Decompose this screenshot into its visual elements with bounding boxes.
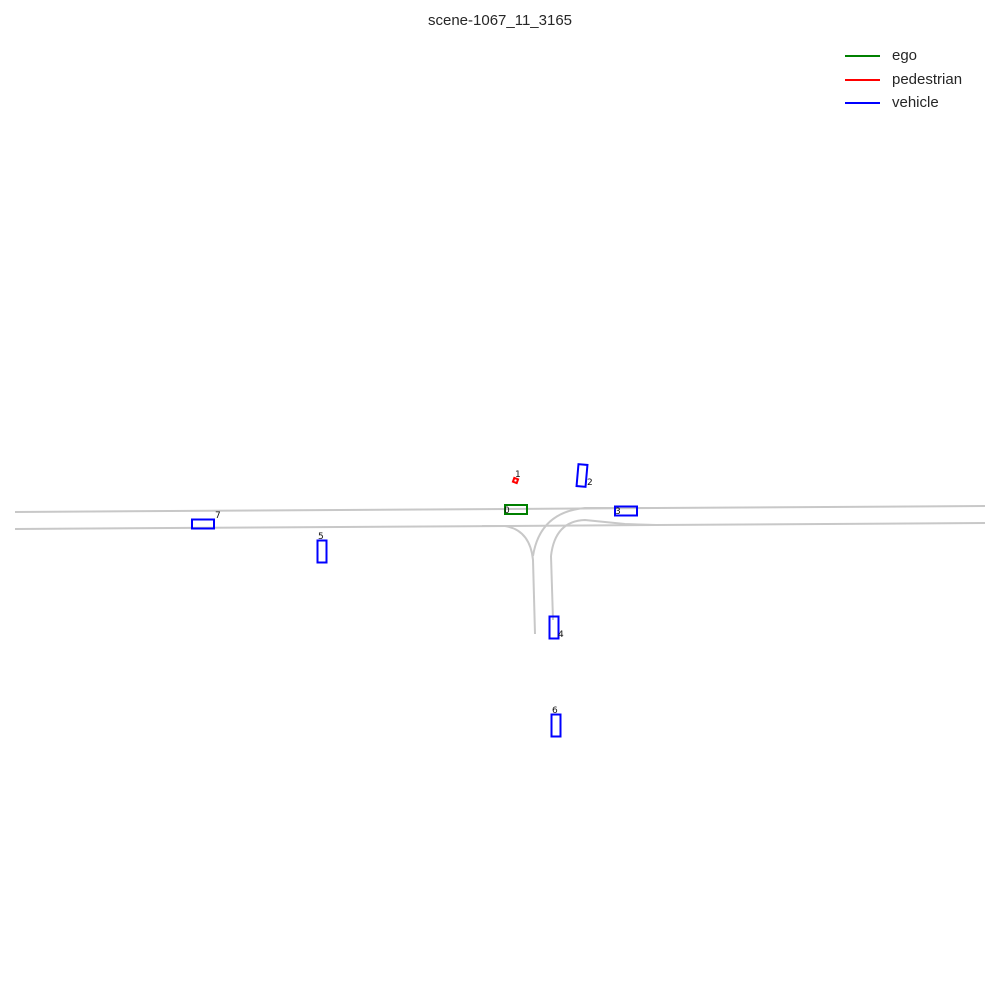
agent-label-5: 5 <box>318 532 324 542</box>
lane-line-upper <box>14 505 986 513</box>
legend-entry-ego: ego <box>845 46 995 70</box>
agent-label-2: 2 <box>587 478 593 488</box>
legend: ego pedestrian vehicle <box>845 46 995 117</box>
lane-line-south-to-east <box>532 507 653 557</box>
agent-box-6 <box>550 713 562 738</box>
agent-box-0 <box>504 504 528 515</box>
agent-box-4 <box>548 615 560 640</box>
lane-line-south-east-inner <box>550 518 657 557</box>
agent-box-2 <box>575 463 589 488</box>
legend-line-pedestrian <box>845 78 880 81</box>
agent-label-0: 0 <box>504 506 510 516</box>
legend-line-vehicle <box>845 102 880 104</box>
agent-label-1: 1 <box>515 470 521 480</box>
legend-label-pedestrian: pedestrian <box>892 70 963 88</box>
legend-entry-vehicle: vehicle <box>845 93 995 117</box>
agent-box-1 <box>511 476 520 485</box>
agent-label-6: 6 <box>552 706 558 716</box>
agent-labels: 0 1 2 3 4 5 6 7 <box>215 470 621 716</box>
legend-entry-pedestrian: pedestrian <box>845 70 995 94</box>
legend-label-vehicle: vehicle <box>892 94 939 111</box>
scene-title: scene-1067_11_3165 <box>427 12 573 29</box>
lane-line-turn-left-south <box>482 525 536 635</box>
legend-line-ego <box>845 55 880 57</box>
lane-line-south-inner <box>550 555 554 621</box>
lane-lines <box>14 505 986 635</box>
agent-label-3: 3 <box>615 507 621 517</box>
agent-label-7: 7 <box>215 511 221 521</box>
agent-label-4: 4 <box>558 630 564 640</box>
agent-box-7 <box>191 518 215 530</box>
legend-label-ego: ego <box>892 47 918 64</box>
agent-box-3 <box>614 505 638 517</box>
agents <box>191 463 638 738</box>
agent-box-5 <box>316 539 328 564</box>
